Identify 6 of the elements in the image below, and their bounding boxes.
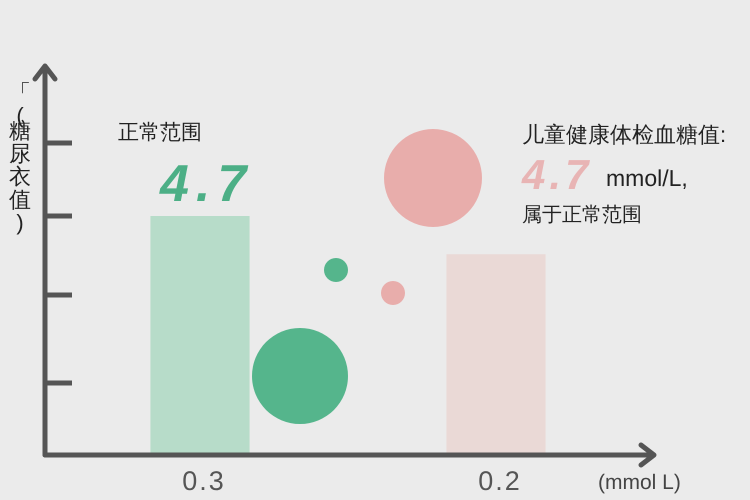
annotation: 属于正常范围 bbox=[522, 204, 642, 226]
annotation: 正常范围 bbox=[118, 121, 202, 144]
annotation: mmol/L, bbox=[606, 165, 688, 191]
xlabel: (mmol L) bbox=[598, 471, 681, 494]
annotation: 儿童健康体检血糖值: bbox=[522, 122, 726, 147]
annotation: 4.7 bbox=[160, 155, 254, 213]
